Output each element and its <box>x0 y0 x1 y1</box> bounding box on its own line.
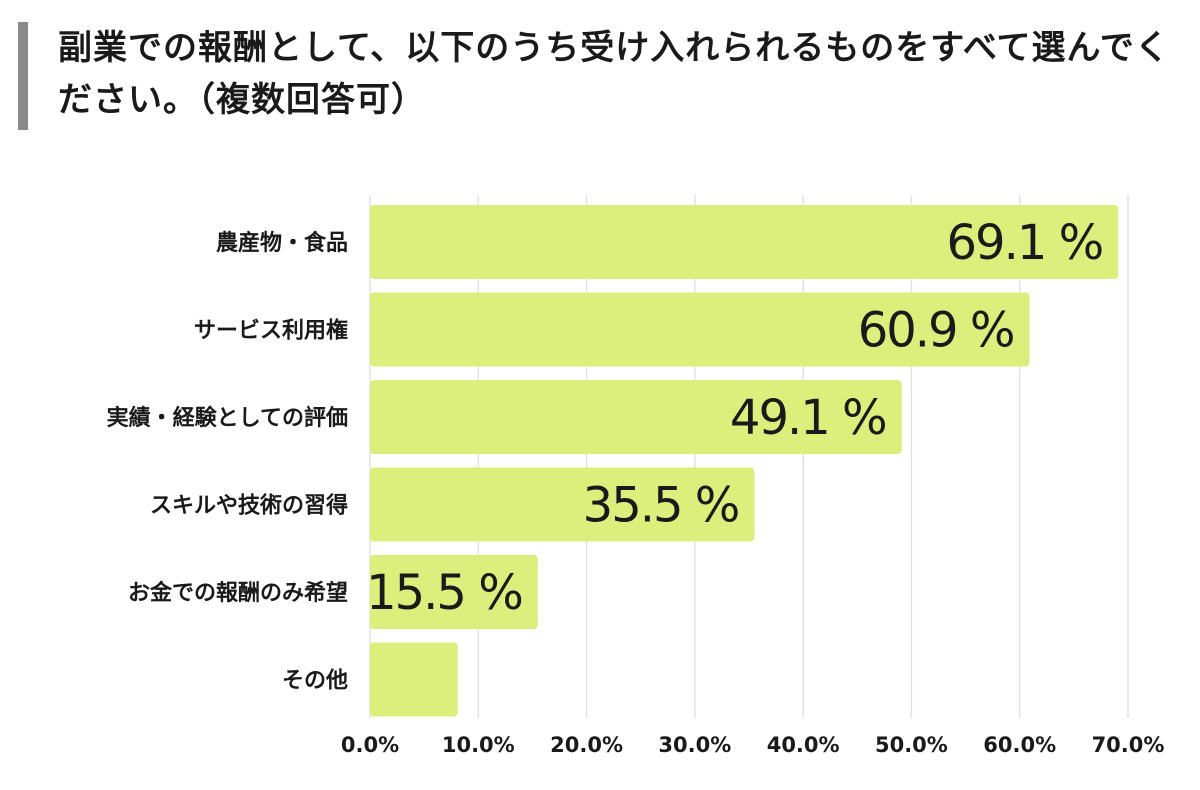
data-label: 49.1 % <box>730 390 886 446</box>
bar <box>370 555 538 629</box>
data-label: 69.1 % <box>947 215 1103 271</box>
chart-header: 副業での報酬として、以下のうち受け入れられるものをすべて選んでください。（複数回… <box>18 22 1188 132</box>
data-label: 15.5 % <box>366 565 522 621</box>
x-tick-label: 70.0% <box>1092 733 1165 757</box>
bar <box>370 205 1119 279</box>
x-tick-label: 50.0% <box>875 733 948 757</box>
bar <box>370 380 902 454</box>
category-label: 実績・経験としての評価 <box>107 405 348 431</box>
x-tick-label: 60.0% <box>983 733 1056 757</box>
data-label: 60.9 % <box>858 303 1014 359</box>
x-tick-label: 10.0% <box>442 733 515 757</box>
header-accent-bar <box>18 22 28 130</box>
x-tick-label: 30.0% <box>658 733 731 757</box>
category-label: 農産物・食品 <box>216 230 348 256</box>
chart-title: 副業での報酬として、以下のうち受け入れられるものをすべて選んでください。（複数回… <box>58 28 1170 120</box>
x-tick-label: 0.0% <box>341 733 399 757</box>
category-label: サービス利用権 <box>194 318 348 344</box>
category-label: その他 <box>282 669 348 694</box>
x-tick-label: 40.0% <box>767 733 840 757</box>
category-label: お金での報酬のみ希望 <box>128 580 348 606</box>
bar <box>370 467 755 542</box>
bar <box>370 292 1030 367</box>
category-label: スキルや技術の習得 <box>150 493 348 519</box>
data-label: 35.5 % <box>583 478 739 534</box>
x-tick-label: 20.0% <box>550 733 623 757</box>
bar <box>370 642 458 717</box>
